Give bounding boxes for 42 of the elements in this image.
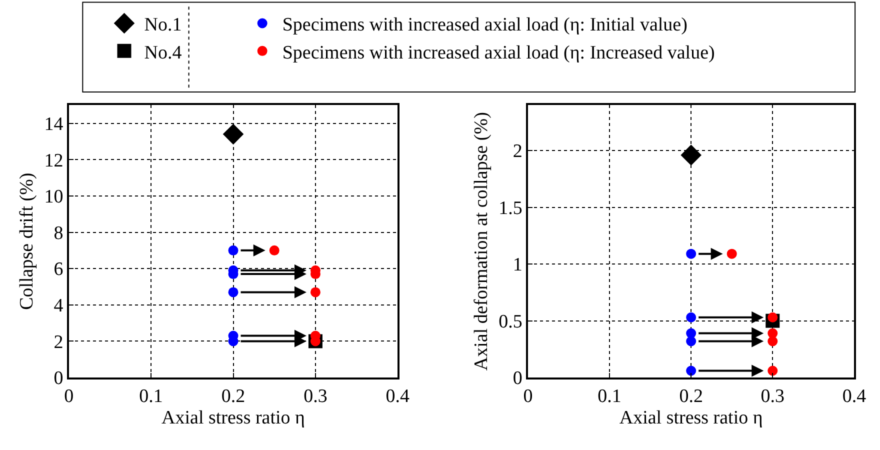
legend-label: Specimens with increased axial load (η: Initial value) xyxy=(282,14,688,36)
x-tick-label: 0.2 xyxy=(221,386,246,408)
y-tick-label: 12 xyxy=(44,150,64,172)
legend-label: No.4 xyxy=(144,42,182,64)
y-tick-label: 0 xyxy=(512,368,522,390)
point xyxy=(310,287,320,298)
y-tick-label: 2 xyxy=(512,141,522,162)
y-axis-title: Axial deformation at collapse (%) xyxy=(471,112,492,371)
legend-label: No.1 xyxy=(144,14,182,36)
legend-label: Specimens with increased axial load (η: Increased value) xyxy=(282,42,715,64)
x-axis-title: Axial stress ratio η xyxy=(619,407,763,428)
x-tick-label: 0.2 xyxy=(679,386,703,408)
point xyxy=(726,248,737,259)
point xyxy=(686,248,696,259)
y-tick-label: 14 xyxy=(44,114,64,135)
point xyxy=(768,336,778,346)
point xyxy=(686,312,696,322)
y-tick-label: 1 xyxy=(512,254,522,276)
y-tick-label: 1.5 xyxy=(498,198,522,219)
y-tick-label: 0.5 xyxy=(498,311,522,332)
point xyxy=(228,245,238,256)
y-tick-label: 10 xyxy=(44,186,64,208)
y-tick-label: 4 xyxy=(54,296,64,317)
point xyxy=(768,366,778,376)
x-tick-label: 0.4 xyxy=(842,386,867,408)
x-axis-title: Axial stress ratio η xyxy=(162,407,305,428)
x-tick-label: 0.3 xyxy=(304,386,328,408)
point xyxy=(228,287,238,298)
x-tick-label: 0.3 xyxy=(760,386,785,408)
y-tick-label: 6 xyxy=(54,259,64,280)
x-tick-label: 0.1 xyxy=(598,386,622,408)
point xyxy=(222,124,244,145)
point xyxy=(686,366,696,376)
y-tick-label: 2 xyxy=(54,332,64,353)
y-tick-label: 0 xyxy=(54,368,64,390)
x-tick-label: 0.4 xyxy=(386,386,410,408)
x-tick-label: 0.1 xyxy=(139,386,163,408)
point xyxy=(686,336,696,346)
point xyxy=(680,144,702,166)
point xyxy=(269,245,280,256)
y-tick-label: 8 xyxy=(54,222,64,244)
y-axis-title: Collapse drift (%) xyxy=(16,172,38,310)
